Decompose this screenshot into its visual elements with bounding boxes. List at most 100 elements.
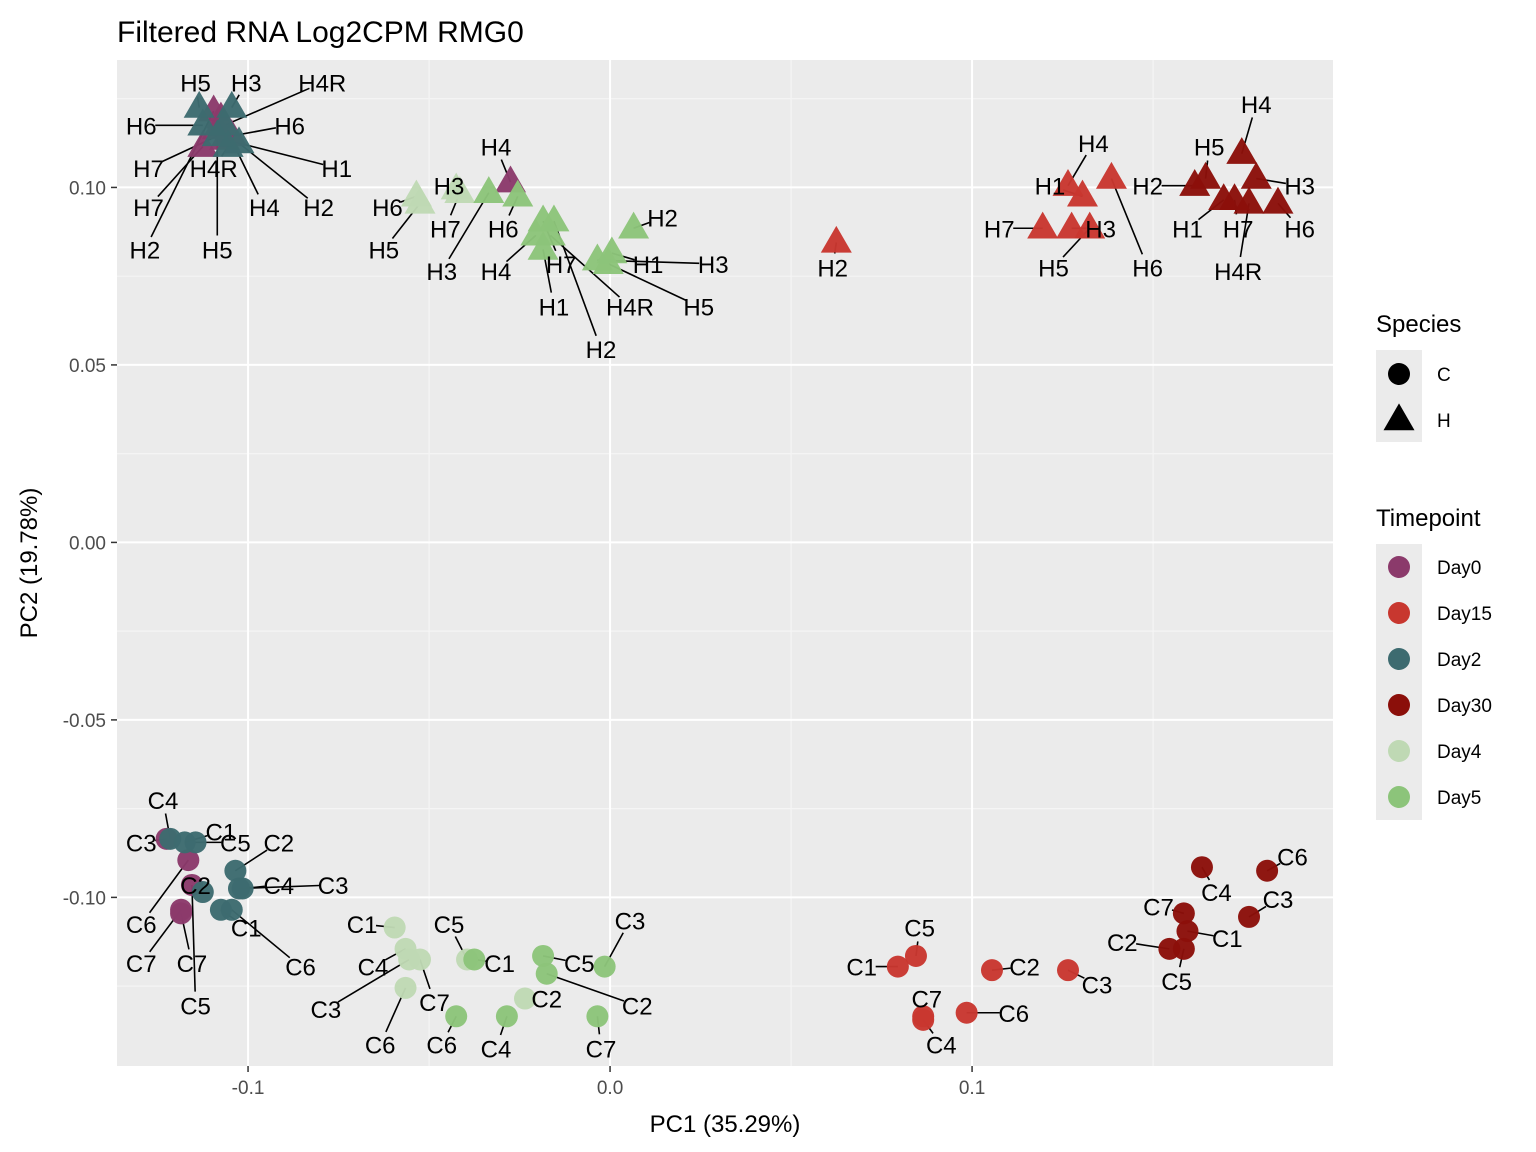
label-h2: H2: [586, 337, 617, 364]
label-c4: C4: [481, 1036, 512, 1063]
legend-swatch-day0: [1388, 556, 1410, 578]
legend-timepoint-keys: [1376, 544, 1422, 820]
point-day30-c4: [1190, 856, 1213, 879]
label-h5: H5: [683, 294, 714, 321]
point-day5-c4: [495, 1005, 518, 1028]
point-day5-c7: [586, 1005, 609, 1028]
point-day2-h2: [223, 126, 255, 154]
label-h3: H3: [426, 259, 457, 286]
point-day4-c7: [409, 948, 432, 971]
label-h3: H3: [1284, 174, 1315, 201]
label-h1: H1: [539, 294, 570, 321]
x-axis-title: PC1 (35.29%): [650, 1111, 801, 1138]
label-h7: H7: [430, 216, 461, 243]
point-day15-c2: [980, 959, 1003, 982]
label-h2: H2: [303, 195, 334, 222]
point-day15-h7: [1027, 211, 1059, 239]
data-points: [155, 90, 1294, 1031]
label-c1: C1: [1212, 926, 1243, 953]
label-c3: C3: [1263, 887, 1294, 914]
point-day4-c2: [513, 987, 536, 1010]
label-c1: C1: [347, 912, 378, 939]
label-h3: H3: [1085, 216, 1116, 243]
label-c1: C1: [846, 955, 877, 982]
label-c2: C2: [531, 987, 562, 1014]
label-h4r: H4R: [606, 294, 654, 321]
point-day2-h7: [201, 119, 233, 147]
label-c7: C7: [126, 951, 157, 978]
label-h7: H7: [984, 216, 1015, 243]
point-day15-h5: [1074, 211, 1106, 239]
point-day5-c6: [445, 1005, 468, 1028]
label-h7: H7: [133, 195, 164, 222]
legend-swatch-day15: [1388, 602, 1410, 624]
label-c2: C2: [263, 830, 294, 857]
label-c2: C2: [1009, 955, 1040, 982]
point-day15-c6: [955, 1001, 978, 1024]
label-h3: H3: [698, 252, 729, 279]
leader-line-h6: [1110, 178, 1144, 255]
point-day15-c5: [904, 944, 927, 967]
legend-species-label: H: [1437, 411, 1451, 432]
label-c3: C3: [615, 908, 646, 935]
leader-line-c6: [231, 909, 291, 959]
point-day30-h4r: [1233, 186, 1265, 214]
point-day5-c5: [532, 944, 555, 967]
x-axis: -0.1 0.0 0.1: [232, 1066, 985, 1099]
point-day2-c5: [184, 831, 207, 854]
point-day5-c1: [463, 948, 486, 971]
label-h5: H5: [1194, 135, 1225, 162]
point-day5-h2: [538, 204, 570, 232]
label-h5: H5: [202, 238, 233, 265]
label-c1: C1: [231, 916, 262, 943]
legend-timepoint-label: Day30: [1437, 696, 1492, 717]
point-day5-h1: [527, 232, 559, 260]
y-axis-title: PC2 (19.78%): [16, 488, 43, 639]
point-day5-c3: [593, 955, 616, 978]
point-day2-h6: [187, 108, 219, 136]
leader-line-c3: [337, 958, 410, 1003]
legend-swatch-day30: [1388, 694, 1410, 716]
point-labels: H5 H2 H4 H6 H7 H1 H4 C3 C7 C6 C5 C7 H5 H3 H4R H6 H4R H2 H7…: [126, 71, 1315, 1064]
label-c6: C6: [1277, 845, 1308, 872]
label-h6: H6: [274, 113, 305, 140]
label-h3: H3: [434, 174, 465, 201]
label-h4: H4: [1078, 131, 1109, 158]
label-h6: H6: [488, 216, 519, 243]
point-day2-h5: [183, 90, 215, 118]
point-day4-h7: [444, 176, 476, 203]
label-c4: C4: [148, 788, 179, 815]
point-day30-h2: [1179, 169, 1211, 196]
legend-swatch-day5: [1388, 786, 1410, 808]
point-day15-h1: [1066, 179, 1098, 207]
label-c7: C7: [1143, 894, 1174, 921]
label-h2: H2: [1132, 174, 1163, 201]
legend-swatch-day4: [1388, 740, 1410, 762]
legend-timepoint-title: Timepoint: [1376, 505, 1481, 532]
legend-timepoint-label: Day15: [1437, 604, 1492, 625]
legend-species-title: Species: [1376, 311, 1461, 338]
y-axis: 0.10 0.05 0.00 -0.05 -0.10: [63, 178, 117, 909]
point-day15-c4: [912, 1008, 935, 1031]
label-c4: C4: [926, 1033, 957, 1060]
point-day30-c3: [1238, 905, 1261, 928]
legend-timepoint: Timepoint Day0 Day15 Day2 Day30 Day4 Day5: [1376, 505, 1492, 820]
point-day30-h6: [1262, 186, 1294, 214]
label-c7: C7: [586, 1036, 617, 1063]
label-h1: H1: [1035, 174, 1066, 201]
label-h6: H6: [1284, 216, 1315, 243]
point-day15-h6: [1095, 161, 1127, 189]
label-c3: C3: [311, 997, 342, 1024]
point-day30-h3: [1240, 161, 1272, 189]
label-h4: H4: [249, 195, 280, 222]
label-h1: H1: [633, 252, 664, 279]
leader-line-h4r: [224, 87, 310, 127]
point-day5-h5: [592, 247, 624, 274]
label-h2: H2: [647, 206, 678, 233]
label-c6: C6: [426, 1033, 457, 1060]
label-c7: C7: [177, 951, 208, 978]
point-day30-c7: [1172, 902, 1195, 925]
label-c2: C2: [622, 994, 653, 1021]
point-day30-c5: [1172, 937, 1195, 960]
point-day0-c7: [170, 898, 193, 921]
